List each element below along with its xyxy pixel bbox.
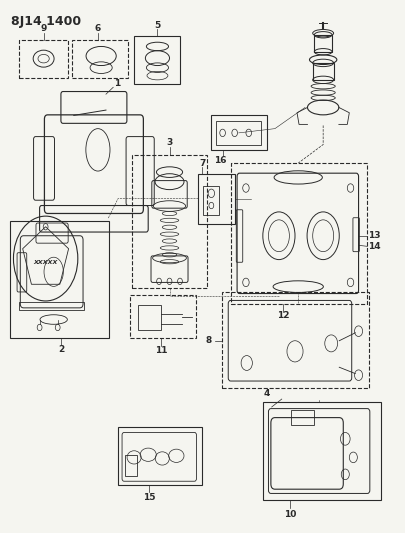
Text: 16: 16 — [214, 156, 227, 165]
Text: 1: 1 — [114, 79, 120, 88]
Text: 14: 14 — [368, 242, 381, 251]
Bar — [72, 40, 128, 78]
Text: 6: 6 — [95, 25, 101, 34]
Bar — [118, 426, 202, 485]
Text: 4: 4 — [264, 389, 270, 398]
Bar — [203, 186, 220, 215]
Text: 13: 13 — [369, 231, 381, 240]
Text: 8: 8 — [206, 336, 212, 345]
Bar — [216, 120, 261, 144]
Bar — [222, 292, 369, 389]
Text: 10: 10 — [284, 510, 296, 519]
Text: 11: 11 — [155, 346, 168, 355]
Text: 2: 2 — [58, 345, 64, 354]
Bar — [132, 155, 207, 288]
Text: 7: 7 — [199, 159, 206, 167]
Text: 15: 15 — [143, 492, 156, 502]
Bar — [138, 305, 162, 330]
Bar — [198, 174, 234, 224]
Bar — [134, 36, 180, 84]
Bar — [291, 410, 314, 424]
Bar — [314, 35, 332, 52]
Bar — [313, 63, 334, 80]
Text: 5: 5 — [154, 21, 160, 30]
Bar — [19, 302, 84, 310]
Bar — [10, 221, 109, 338]
Text: 12: 12 — [277, 311, 289, 320]
Text: 8J14 1400: 8J14 1400 — [11, 14, 81, 28]
Bar — [231, 163, 367, 304]
Bar — [125, 455, 136, 477]
Bar — [211, 115, 267, 150]
Text: 3: 3 — [166, 139, 173, 148]
Bar — [263, 402, 382, 500]
Bar — [19, 40, 68, 78]
Bar — [130, 295, 196, 338]
Text: 9: 9 — [40, 25, 47, 34]
Text: XXXXX: XXXXX — [34, 260, 58, 265]
